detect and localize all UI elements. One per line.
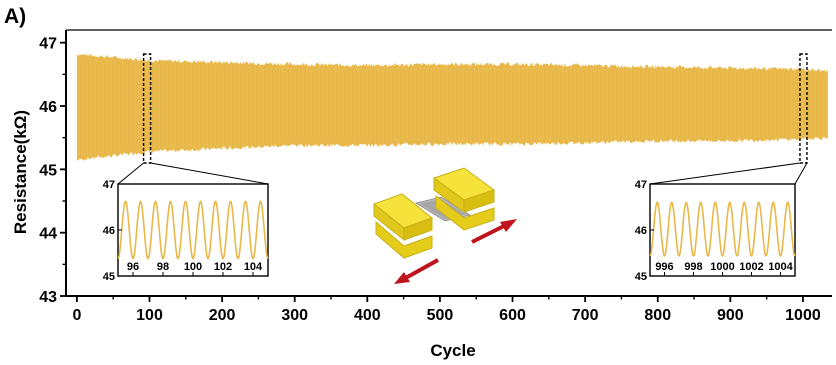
inset-y-tick-label: 45: [103, 271, 115, 283]
y-axis-title: Resistance(kΩ): [11, 110, 30, 234]
inset-x-tick-label: 1000: [710, 261, 734, 273]
stretch-device-illustration: [372, 167, 517, 284]
inset-2: 996 998 1000 1002 1004 45 46 47: [635, 179, 796, 283]
inset-1: 96 98 100 102 104 45 46 47: [103, 179, 269, 283]
right-clamp-front: [463, 189, 495, 213]
y-tick-label: 45: [39, 162, 57, 179]
x-axis-title: Cycle: [430, 341, 475, 360]
y-tick-label: 43: [39, 289, 57, 306]
x-tick-label: 200: [209, 307, 236, 324]
highlight-window-box: [142, 53, 152, 164]
right-clamp-bottom: [435, 194, 495, 231]
inset-frame: [117, 183, 269, 277]
connector-line: [150, 162, 269, 185]
inset-x-tick-label: 100: [184, 261, 202, 273]
x-tick-label: 700: [572, 307, 599, 324]
y-tick-label: 44: [39, 226, 57, 243]
x-tick-label: 900: [717, 307, 744, 324]
inset-y-tick-label: 46: [103, 225, 115, 237]
x-tick-label: 500: [427, 307, 454, 324]
x-tick-label: 100: [136, 307, 163, 324]
left-clamp-front: [403, 217, 433, 241]
inset-x-tick-label: 1004: [768, 261, 793, 273]
inset-x-tick-label: 1002: [739, 261, 763, 273]
x-tick-label: 400: [354, 307, 381, 324]
inset-x-tick-label: 996: [655, 261, 673, 273]
x-tick-label: 600: [499, 307, 526, 324]
insets: 96 98 100 102 104 45 46 47 996 998 1000 1002 1004 45 4…: [103, 179, 796, 283]
main-axes: 0 100 200 300 400 500 600 700 800 900 1000 43 44 45 46…: [39, 29, 832, 324]
inset-x-tick-label: 104: [244, 261, 263, 273]
highlight-windows: [117, 53, 808, 185]
x-tick-label: 1000: [785, 307, 821, 324]
x-tick-label: 300: [281, 307, 308, 324]
inset-frame: [649, 183, 796, 277]
y-tick-label: 47: [39, 36, 57, 53]
signal-band: [76, 53, 828, 161]
x-tick-label: 0: [72, 307, 81, 324]
x-tick-label: 800: [644, 307, 671, 324]
stretch-arrow-left: [401, 258, 439, 282]
highlight-window-box: [799, 53, 808, 164]
stretch-arrow-left-head: [394, 272, 410, 284]
inset-x-tick-label: 102: [214, 261, 232, 273]
inset-y-tick-label: 45: [635, 271, 647, 283]
main-plot-area: [76, 53, 828, 161]
inset-x-tick-label: 998: [684, 261, 702, 273]
panel-label: A): [4, 5, 26, 28]
inset-signal-line: [117, 200, 269, 260]
stretch-arrow-right-head: [500, 219, 517, 232]
left-clamp-bottom: [375, 220, 433, 259]
inset-y-tick-label: 47: [103, 179, 115, 191]
inset-y-tick-label: 47: [635, 179, 647, 191]
inset-signal-line: [649, 201, 796, 257]
connector-line: [649, 162, 801, 185]
inset-y-tick-label: 46: [635, 225, 647, 237]
inset-x-tick-label: 98: [157, 261, 169, 273]
stretch-arrow-right: [471, 222, 509, 244]
inset-x-tick-label: 96: [127, 261, 139, 273]
y-tick-label: 46: [39, 99, 57, 116]
connector-line: [794, 162, 808, 185]
connector-line: [117, 162, 144, 185]
